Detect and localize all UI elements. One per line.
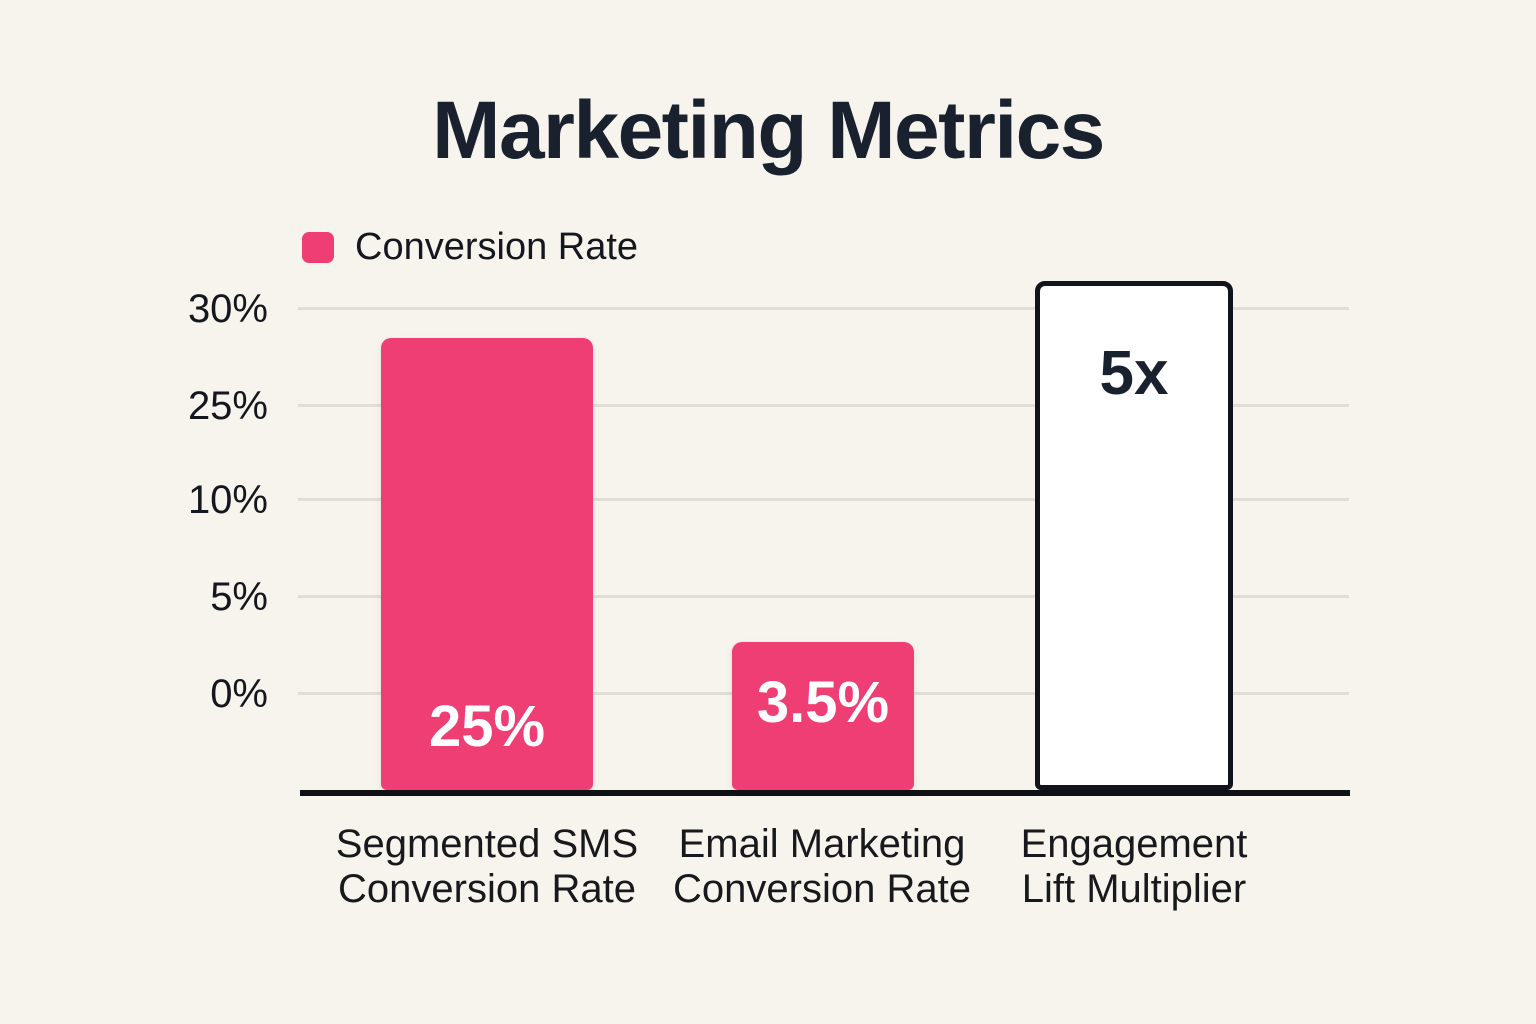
y-axis-tick-30: 30% bbox=[187, 287, 268, 331]
bar-segmented-sms-conversion-rate: 25% bbox=[381, 338, 593, 790]
chart-title: Marketing Metrics bbox=[432, 85, 1105, 176]
gridline-25 bbox=[298, 404, 1349, 407]
x-axis-baseline bbox=[300, 790, 1350, 796]
legend-label: Conversion Rate bbox=[355, 226, 639, 268]
category-label-line: Lift Multiplier bbox=[1021, 867, 1247, 911]
category-label-line: Segmented SMS bbox=[335, 822, 639, 866]
category-label-line: Engagement bbox=[1020, 822, 1248, 866]
category-label-line: Email Marketing bbox=[678, 822, 966, 866]
bar-email-marketing-conversion-rate: 3.5% bbox=[732, 642, 914, 790]
bar-value-label: 25% bbox=[428, 694, 546, 759]
bar-value-label: 3.5% bbox=[756, 670, 890, 735]
gridline-30 bbox=[298, 307, 1349, 310]
y-axis-tick-25: 25% bbox=[187, 384, 268, 428]
bar-value-label: 5x bbox=[1099, 339, 1169, 408]
category-label-line: Conversion Rate bbox=[338, 867, 636, 911]
bar-engagement-lift-multiplier: 5x bbox=[1035, 281, 1233, 790]
y-axis-tick-0: 0% bbox=[210, 672, 268, 716]
category-label-engagement-lift: Engagement Lift Multiplier bbox=[924, 822, 1344, 912]
y-axis-tick-5: 5% bbox=[210, 575, 268, 619]
legend-swatch-conversion-rate bbox=[302, 231, 334, 263]
category-label-email-marketing: Email Marketing Conversion Rate bbox=[612, 822, 1032, 912]
category-label-segmented-sms: Segmented SMS Conversion Rate bbox=[277, 822, 697, 912]
category-label-line: Conversion Rate bbox=[673, 867, 971, 911]
gridline-10 bbox=[298, 498, 1349, 501]
legend: Conversion Rate bbox=[302, 228, 638, 266]
gridline-5 bbox=[298, 595, 1349, 598]
y-axis-tick-10: 10% bbox=[187, 478, 268, 522]
